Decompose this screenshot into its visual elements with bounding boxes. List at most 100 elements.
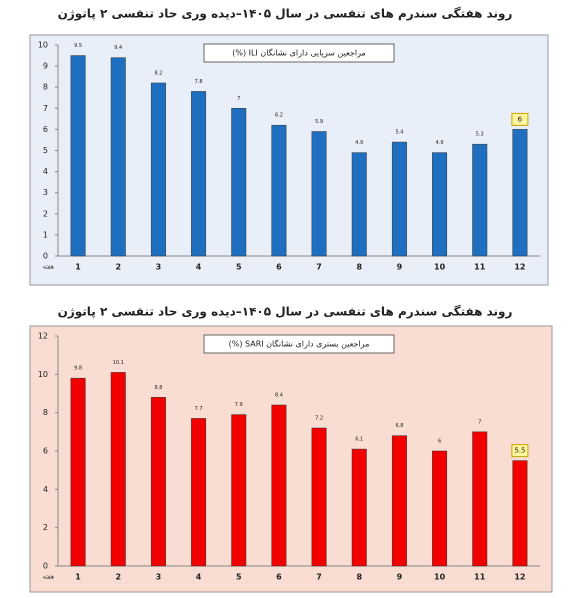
x-tick-label: 5 [236,573,242,582]
y-tick-label: 6 [43,447,48,456]
y-tick-label: 6 [43,125,48,134]
bar [472,143,488,257]
x-tick-label: 9 [397,263,403,272]
x-tick-label: 7 [316,263,322,272]
bar [110,57,126,257]
x-tick-label: 7 [316,573,322,582]
value-label: 8.4 [275,393,283,399]
bar [311,427,327,567]
value-label: 4.9 [355,140,363,146]
x-tick-label: 4 [196,263,202,272]
value-label: 9.8 [74,366,82,372]
x-tick-label: 9 [397,573,403,582]
y-tick-label: 10 [38,41,48,50]
y-tick-label: 9 [43,62,48,71]
y-tick-label: 4 [43,167,48,176]
y-tick-label: 5 [43,146,48,155]
value-label: 5.4 [395,130,403,136]
bar [70,55,86,257]
y-tick-label: 1 [43,230,48,239]
plot-background [29,34,549,286]
value-label: 6.8 [395,423,403,429]
y-tick-label: 0 [43,562,48,571]
bar [271,124,287,257]
value-label: 7.2 [315,416,323,422]
value-label: 9.5 [74,43,82,49]
value-label: 4.9 [436,140,444,146]
x-tick-label: 1 [75,573,81,582]
value-label: 5.3 [476,132,484,138]
x-tick-label: 3 [156,573,162,582]
x-tick-label: 1 [75,263,81,272]
bar [432,450,448,567]
legend-box [203,334,395,354]
y-tick-label: 2 [43,523,48,532]
x-tick-label: 4 [196,573,202,582]
x-tick-label: 6 [276,263,282,272]
bar [191,91,207,257]
x-tick-label: 6 [276,573,282,582]
y-tick-label: 3 [43,188,48,197]
x-axis-label: هفته [43,574,54,581]
x-tick-label: 3 [156,263,162,272]
value-label: 7 [478,419,481,425]
y-tick-label: 10 [38,370,48,379]
value-label: 8.8 [154,385,162,391]
legend-entry: مراجعین سرپایی دارای نشانگان ILI (%) [232,48,366,58]
bar [231,108,247,257]
bar [231,414,247,567]
bar [512,129,528,257]
bar [110,372,126,567]
value-label: 8.2 [154,70,162,76]
x-tick-label: 2 [115,263,121,272]
bar [512,460,528,567]
bar [311,131,327,257]
bar [70,377,86,567]
bar [472,431,488,567]
x-tick-label: 12 [514,573,525,582]
value-label: 5.5 [514,447,525,455]
bar [391,435,407,567]
value-label: 6 [438,439,441,445]
y-tick-label: 0 [43,252,48,261]
bar [271,404,287,567]
x-axis-label: هفته [43,264,54,271]
y-tick-label: 7 [43,104,48,113]
value-label: 7 [237,96,240,102]
legend-box [203,43,395,63]
value-label-box [511,444,529,458]
x-tick-label: 11 [474,263,486,272]
chart-title: روند هفتگی سندرم های تنفسی در سال ۱۴۰۵–د… [58,305,513,320]
y-tick-label: 4 [43,485,48,494]
value-label: 7.7 [195,406,203,412]
x-tick-label: 2 [115,573,121,582]
bar [351,448,367,567]
x-tick-label: 12 [514,263,525,272]
bar [150,82,166,257]
bar [191,418,207,567]
value-label: 7.8 [195,79,203,85]
value-label: 6.2 [275,113,283,119]
bar [351,152,367,257]
chart-title: روند هفتگی سندرم های تنفسی در سال ۱۴۰۵–د… [58,7,513,22]
bar [391,141,407,257]
value-label: 9.4 [114,45,122,51]
x-tick-label: 5 [236,263,242,272]
x-tick-label: 10 [434,573,446,582]
value-label: 6 [518,115,523,123]
y-tick-label: 8 [43,408,48,417]
x-tick-label: 8 [356,573,362,582]
x-tick-label: 11 [474,573,486,582]
bar [432,152,448,257]
value-label: 7.9 [235,402,243,408]
y-tick-label: 2 [43,209,48,218]
value-label: 10.1 [113,360,124,366]
y-tick-label: 12 [38,332,48,341]
legend-entry: مراجعین بستری دارای نشانگان SARI (%) [229,339,370,349]
value-label: 6.1 [355,437,363,443]
value-label-box [511,112,529,126]
y-tick-label: 8 [43,83,48,92]
value-label: 5.9 [315,119,323,125]
x-tick-label: 8 [356,263,362,272]
